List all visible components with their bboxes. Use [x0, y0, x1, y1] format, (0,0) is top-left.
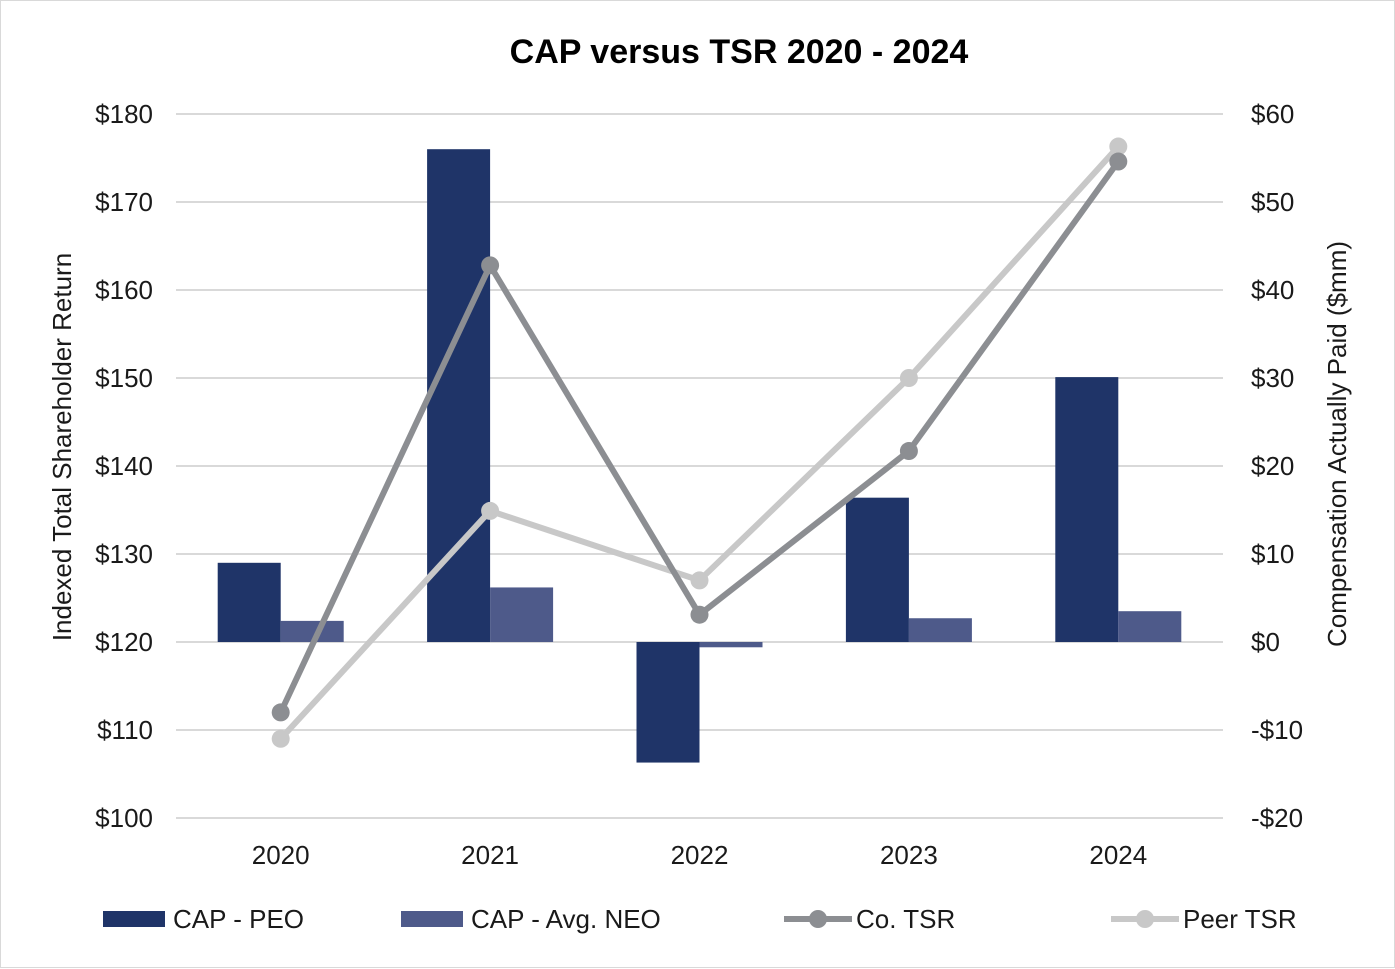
point-co-tsr-2023 — [899, 442, 918, 461]
bar-cap-avg-neo-2024 — [1118, 611, 1182, 642]
x-tick-label: 2021 — [461, 840, 519, 870]
right-tick-label: -$10 — [1251, 715, 1303, 745]
point-co-tsr-2024 — [1109, 152, 1128, 171]
legend-marker-peer-tsr — [1136, 910, 1154, 928]
gridlines — [176, 113, 1223, 819]
left-tick-label: $130 — [95, 539, 153, 569]
right-tick-label: $30 — [1251, 363, 1294, 393]
left-tick-label: $150 — [95, 363, 153, 393]
bar-cap-peo-2021 — [427, 149, 491, 642]
point-peer-tsr-2020 — [271, 729, 290, 748]
point-peer-tsr-2024 — [1109, 137, 1128, 156]
right-tick-label: $50 — [1251, 187, 1294, 217]
right-tick-label: $10 — [1251, 539, 1294, 569]
x-axis-ticks: 2020 2021 2022 2023 2024 — [252, 840, 1147, 870]
right-tick-label: $20 — [1251, 451, 1294, 481]
line-co-tsr — [277, 159, 1121, 714]
left-tick-label: $170 — [95, 187, 153, 217]
bar-cap-peo-2023 — [845, 497, 909, 642]
point-co-tsr-2020 — [271, 703, 290, 722]
legend-swatch-cap-avg-neo — [401, 911, 463, 927]
right-tick-label: $60 — [1251, 99, 1294, 129]
right-tick-label: $40 — [1251, 275, 1294, 305]
right-axis-ticks: -$20 -$10 $0 $10 $20 $30 $40 $50 $60 — [1251, 99, 1303, 833]
line-series — [271, 137, 1128, 748]
bar-cap-peo-2020 — [217, 562, 281, 642]
point-peer-tsr-2021 — [481, 501, 500, 520]
bar-series — [217, 149, 1182, 763]
point-co-tsr-2021 — [481, 256, 500, 275]
legend-marker-co-tsr — [809, 910, 827, 928]
bar-cap-peo-2024 — [1055, 377, 1119, 642]
x-tick-label: 2024 — [1089, 840, 1147, 870]
legend-label-cap-avg-neo: CAP - Avg. NEO — [471, 904, 661, 934]
left-tick-label: $160 — [95, 275, 153, 305]
legend-label-co-tsr: Co. TSR — [856, 904, 955, 934]
bar-cap-avg-neo-2021 — [490, 587, 554, 642]
left-tick-label: $180 — [95, 99, 153, 129]
left-tick-label: $120 — [95, 627, 153, 657]
legend-label-cap-peo: CAP - PEO — [173, 904, 304, 934]
bar-cap-avg-neo-2023 — [908, 618, 972, 642]
legend: CAP - PEO CAP - Avg. NEO Co. TSR Peer TSR — [103, 904, 1297, 934]
bar-cap-peo-2022 — [636, 642, 700, 763]
right-tick-label: $0 — [1251, 627, 1280, 657]
left-axis-label: Indexed Total Shareholder Return — [47, 253, 77, 641]
right-axis-label: Compensation Actually Paid ($mm) — [1322, 241, 1352, 647]
point-peer-tsr-2022 — [690, 571, 709, 590]
point-peer-tsr-2023 — [899, 369, 918, 387]
chart-title: CAP versus TSR 2020 - 2024 — [510, 33, 969, 71]
legend-swatch-cap-peo — [103, 911, 165, 927]
x-tick-label: 2023 — [880, 840, 938, 870]
left-tick-label: $140 — [95, 451, 153, 481]
point-co-tsr-2022 — [690, 605, 709, 624]
left-tick-label: $100 — [95, 803, 153, 833]
x-tick-label: 2020 — [252, 840, 310, 870]
legend-label-peer-tsr: Peer TSR — [1183, 904, 1297, 934]
right-tick-label: -$20 — [1251, 803, 1303, 833]
x-tick-label: 2022 — [671, 840, 729, 870]
left-axis-ticks: $100 $110 $120 $130 $140 $150 $160 $170 $180 — [95, 99, 153, 833]
left-tick-label: $110 — [97, 715, 153, 745]
bar-cap-avg-neo-2022 — [699, 642, 763, 648]
bar-cap-avg-neo-2020 — [280, 620, 344, 642]
